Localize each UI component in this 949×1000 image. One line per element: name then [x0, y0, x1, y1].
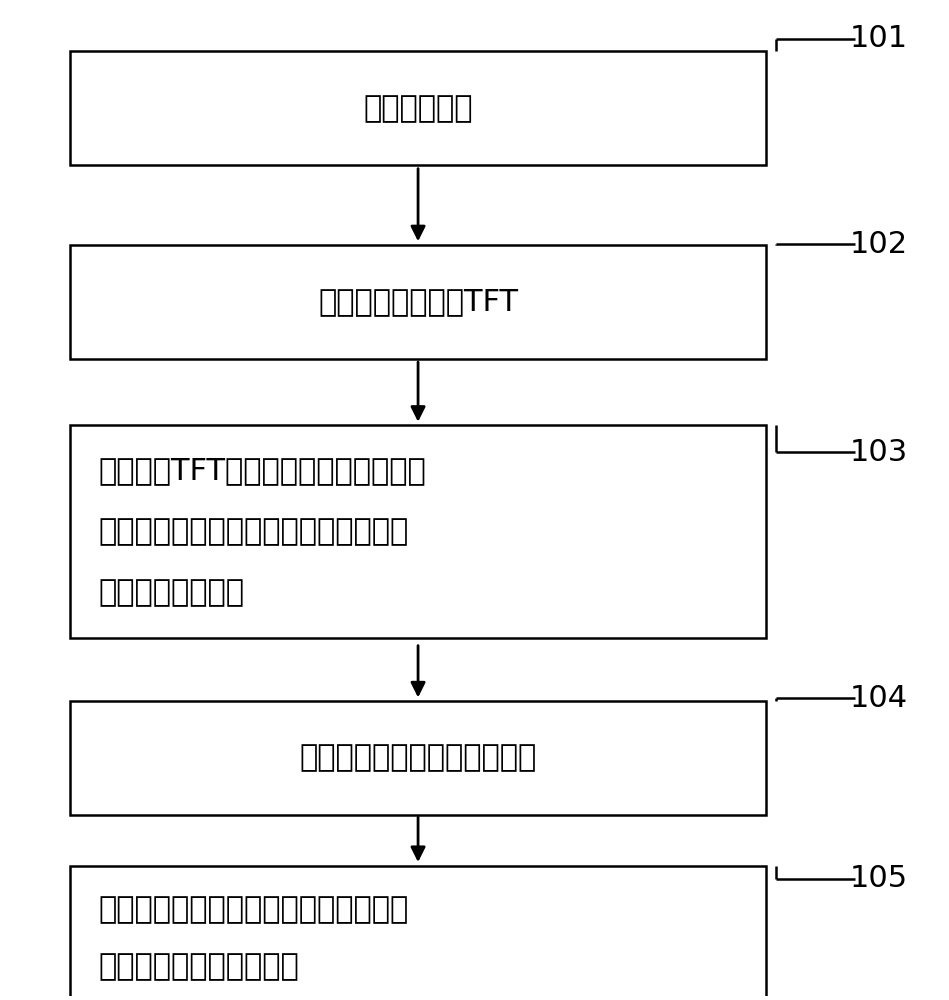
- Text: 垫物材料形成隔垫物图案: 垫物材料形成隔垫物图案: [99, 953, 299, 982]
- Text: 剥离光刻胶图案，以使镂空区域内的隔: 剥离光刻胶图案，以使镂空区域内的隔: [99, 895, 408, 924]
- Text: 105: 105: [850, 864, 908, 893]
- Bar: [70, 701, 766, 815]
- Text: 104: 104: [850, 684, 908, 713]
- Text: 102: 102: [850, 230, 908, 259]
- Text: 在形成有TFT的衬底基板上形成光刻胶: 在形成有TFT的衬底基板上形成光刻胶: [99, 456, 426, 485]
- Bar: [70, 866, 766, 1000]
- Bar: [70, 245, 766, 359]
- Text: 物图案的镂空区域: 物图案的镂空区域: [99, 578, 244, 607]
- Bar: [70, 51, 766, 165]
- Text: 提供衬底基板: 提供衬底基板: [363, 94, 473, 123]
- Bar: [70, 425, 766, 638]
- Text: 101: 101: [850, 24, 908, 53]
- Text: 图案，该光刻胶图案包括用于形成隔垫: 图案，该光刻胶图案包括用于形成隔垫: [99, 517, 408, 546]
- Text: 在镂空区域内形成隔垫物材料: 在镂空区域内形成隔垫物材料: [300, 743, 537, 772]
- Text: 在衬底基板上形成TFT: 在衬底基板上形成TFT: [318, 287, 518, 316]
- Text: 103: 103: [850, 438, 908, 467]
